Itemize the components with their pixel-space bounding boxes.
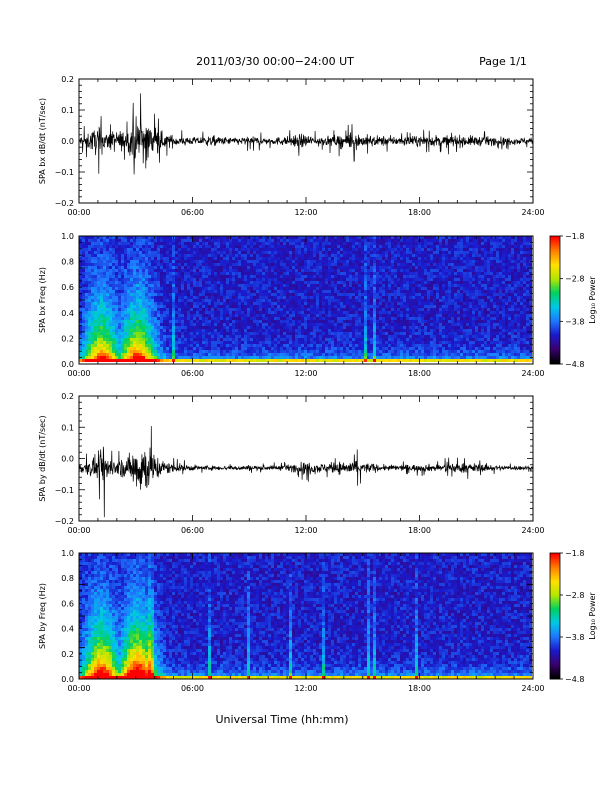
x-tick-label: 18:00 — [408, 369, 431, 378]
colorbar-tick-label: −3.8 — [565, 633, 584, 642]
y-tick-label: 0.0 — [61, 675, 74, 684]
x-tick-label: 18:00 — [408, 208, 431, 217]
figure-title: 2011/03/30 00:00−24:00 UT — [196, 55, 354, 68]
y-tick-label: −0.2 — [55, 517, 74, 526]
colorbar: −1.8 −2.8 −3.8 −4.8 Log₁₀ Power — [549, 549, 597, 684]
y-tick-label: 0.0 — [61, 360, 74, 369]
y-tick-label: 0.6 — [61, 283, 74, 292]
x-tick-label: 06:00 — [181, 369, 204, 378]
y-tick-label: 1.0 — [61, 549, 74, 558]
colorbar-tick-label: −1.8 — [565, 232, 584, 241]
plot-frame — [78, 395, 534, 522]
x-tick-label: 18:00 — [408, 526, 431, 535]
x-tick-label: 00:00 — [67, 369, 90, 378]
y-axis-label: SPA by dB/dt (nT/sec) — [38, 415, 47, 501]
x-tick-label: 18:00 — [408, 684, 431, 693]
page-number: Page 1/1 — [479, 55, 527, 68]
colorbar-tick-label: −3.8 — [565, 317, 584, 326]
y-tick-label: 0.2 — [61, 334, 74, 343]
colorbar-label: Log₁₀ Power — [588, 592, 597, 640]
x-tick-label: 12:00 — [294, 208, 317, 217]
y-axis-label: SPA by Freq (Hz) — [38, 583, 47, 649]
x-tick-label: 24:00 — [521, 208, 544, 217]
y-tick-label: 0.6 — [61, 599, 74, 608]
colorbar-tick-label: −1.8 — [565, 549, 584, 558]
waveform-trace — [78, 426, 534, 518]
y-tick-label: 0.8 — [61, 574, 74, 583]
x-tick-label: 12:00 — [294, 369, 317, 378]
x-tick-label: 06:00 — [181, 684, 204, 693]
x-tick-label: 12:00 — [294, 526, 317, 535]
y-tick-label: 0.2 — [61, 650, 74, 659]
y-tick-label: 0.1 — [61, 106, 74, 115]
colorbar-tick-label: −4.8 — [565, 360, 584, 369]
plot-frame — [78, 552, 534, 680]
panels: 00:00 06:00 12:00 18:00 24:00 0.2 0.1 0.0 −0.1 −0… — [38, 75, 597, 693]
y-tick-label: 0.2 — [61, 75, 74, 84]
y-tick-label: −0.1 — [55, 486, 74, 495]
colorbar-tick-label: −4.8 — [565, 675, 584, 684]
x-tick-label: 00:00 — [67, 526, 90, 535]
y-tick-label: 1.0 — [61, 232, 74, 241]
y-tick-label: 0.2 — [61, 392, 74, 401]
panel-by-waveform: 00:00 06:00 12:00 18:00 24:00 0.2 0.1 0.0 −0.1 −0… — [38, 392, 545, 535]
y-tick-label: 0.0 — [61, 455, 74, 464]
x-tick-label: 24:00 — [521, 369, 544, 378]
y-tick-label: 0.4 — [61, 625, 74, 634]
plot-frame — [78, 78, 534, 204]
spectrogram-cells — [79, 553, 532, 679]
x-tick-label: 06:00 — [181, 208, 204, 217]
y-tick-label: −0.1 — [55, 168, 74, 177]
x-tick-label: 06:00 — [181, 526, 204, 535]
y-tick-label: 0.4 — [61, 309, 74, 318]
waveform-trace — [78, 93, 534, 175]
colorbar: −1.8 −2.8 −3.8 −4.8 Log₁₀ Power — [549, 232, 597, 369]
colorbar-tick-label: −2.8 — [565, 275, 584, 284]
colorbar-tick-label: −2.8 — [565, 591, 584, 600]
x-tick-label: 00:00 — [67, 684, 90, 693]
x-tick-label: 12:00 — [294, 684, 317, 693]
panel-by-spectrogram: −1.8 −2.8 −3.8 −4.8 Log₁₀ Power 00:00 06:00 12:… — [38, 549, 597, 693]
y-tick-label: 0.8 — [61, 258, 74, 267]
y-axis-label: SPA bx dB/dt (nT/sec) — [38, 98, 47, 184]
y-tick-label: −0.2 — [55, 199, 74, 208]
y-tick-label: 0.0 — [61, 137, 74, 146]
colorbar-label: Log₁₀ Power — [588, 276, 597, 324]
plot-frame — [78, 235, 534, 365]
y-tick-label: 0.1 — [61, 423, 74, 432]
x-tick-label: 24:00 — [521, 684, 544, 693]
panel-bx-waveform: 00:00 06:00 12:00 18:00 24:00 0.2 0.1 0.0 −0.1 −0… — [38, 75, 545, 217]
x-tick-label: 00:00 — [67, 208, 90, 217]
panel-bx-spectrogram: −1.8 −2.8 −3.8 −4.8 Log₁₀ Power 00:00 06:00 12:… — [38, 232, 597, 378]
x-axis-label: Universal Time (hh:mm) — [216, 713, 349, 726]
spectrogram-cells — [79, 236, 532, 362]
x-tick-label: 24:00 — [521, 526, 544, 535]
y-axis-label: SPA bx Freq (Hz) — [38, 267, 47, 333]
